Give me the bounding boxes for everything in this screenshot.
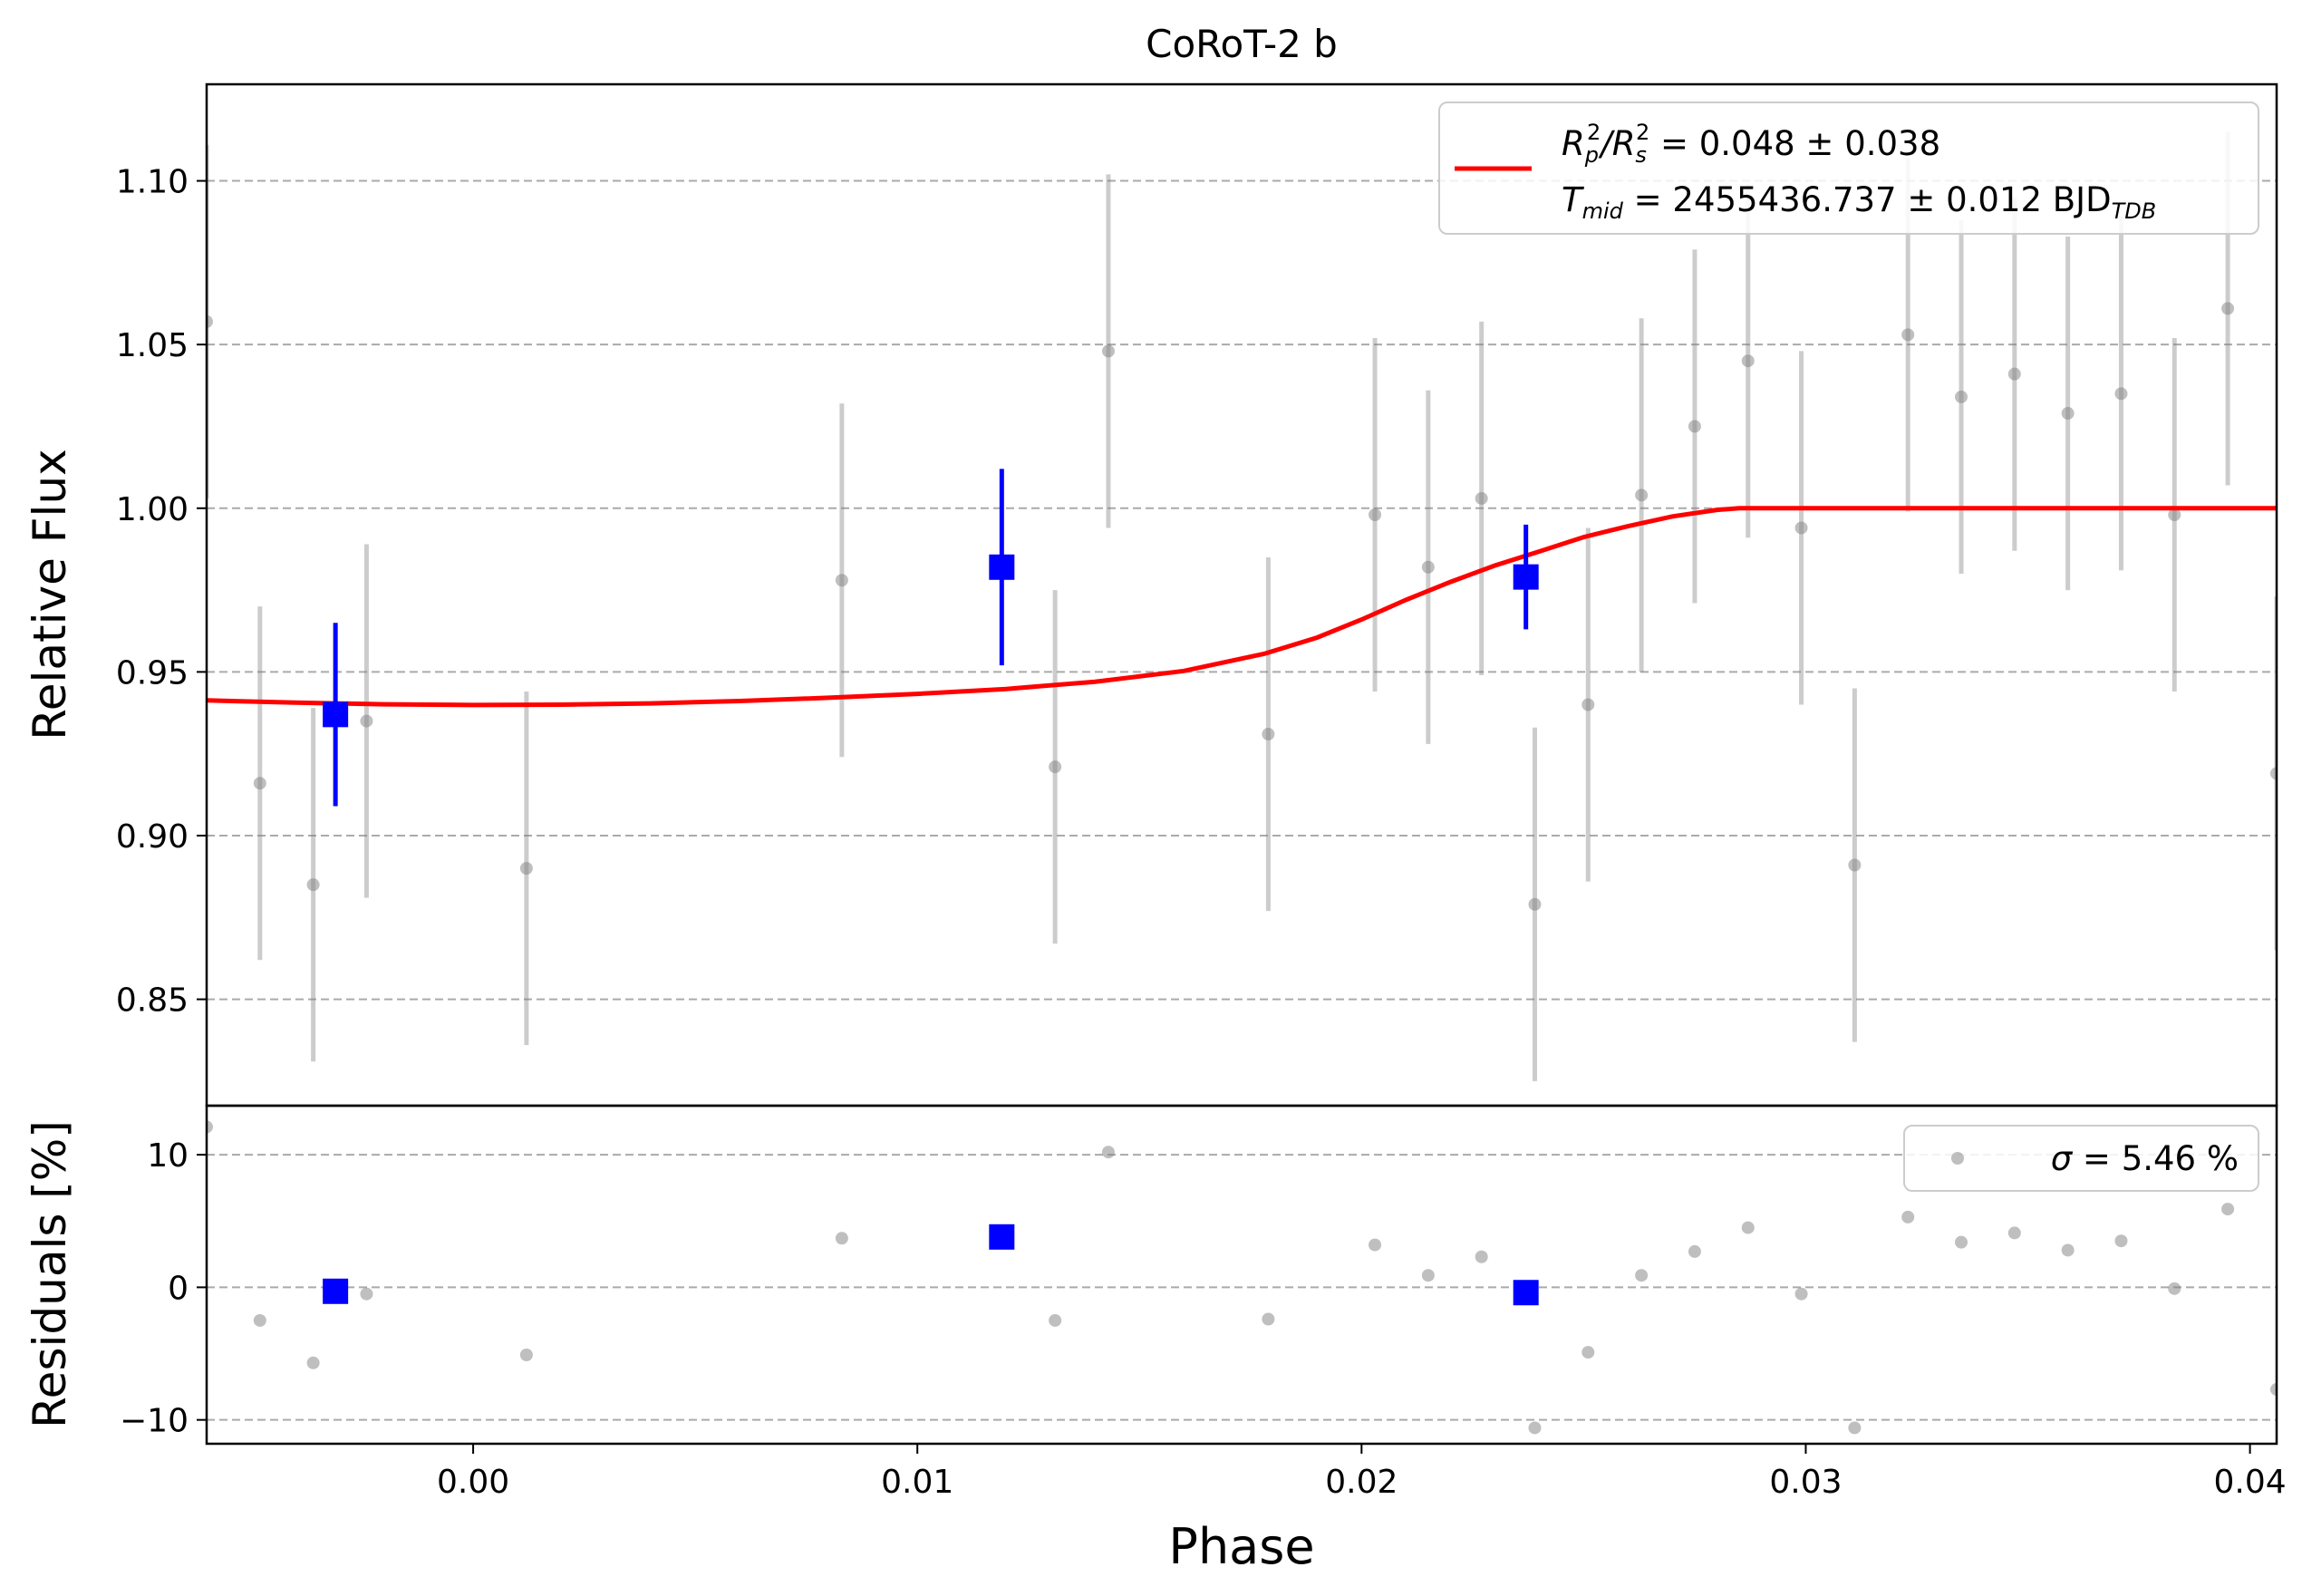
residual-point — [1955, 1235, 1968, 1249]
residual-point — [207, 1120, 213, 1134]
x-tick-label: 0.02 — [1325, 1464, 1398, 1501]
main-y-tick-label: 1.10 — [116, 164, 189, 201]
residual-y-ticks: −10 0 10 — [120, 1137, 207, 1440]
residual-point — [1688, 1244, 1701, 1258]
residual-point — [1101, 1146, 1115, 1159]
main-grid — [207, 179, 2277, 1001]
residual-point — [2270, 1383, 2277, 1397]
main-y-ticks: 0.85 0.90 0.95 1.00 1.05 1.10 — [116, 164, 207, 1020]
raw-point — [1741, 354, 1755, 368]
x-tick-label: 0.01 — [881, 1464, 953, 1501]
residual-binned-point — [1513, 1280, 1539, 1306]
residual-binned-point — [989, 1224, 1015, 1250]
residual-point — [1049, 1313, 1062, 1327]
residual-binned-points — [323, 1224, 1539, 1306]
residual-y-axis-label: Residuals [%] — [24, 1120, 76, 1428]
chart-title: CoRoT-2 b — [1146, 22, 1338, 66]
x-tick-label: 0.00 — [437, 1464, 509, 1501]
x-ticks: 0.00 0.01 0.02 0.03 0.04 — [437, 1444, 2287, 1501]
residual-point — [2221, 1203, 2235, 1216]
raw-point — [2270, 767, 2277, 780]
raw-point — [1688, 420, 1701, 433]
raw-point — [2007, 367, 2021, 381]
legend-line-2: Tmid = 2455436.737 ± 0.012 BJDTDB — [1562, 180, 2156, 224]
residual-point — [360, 1287, 373, 1301]
raw-point — [519, 862, 533, 875]
residual-point — [1262, 1312, 1275, 1326]
binned-point — [1513, 564, 1539, 590]
raw-point — [1794, 521, 1808, 535]
raw-point — [2061, 407, 2075, 421]
raw-point — [1369, 508, 1382, 522]
raw-point — [1635, 488, 1649, 502]
binned-point — [323, 701, 349, 728]
raw-point — [1262, 728, 1275, 741]
residual-point — [2061, 1243, 2075, 1257]
residual-point — [1581, 1346, 1595, 1359]
main-y-axis-label: Relative Flux — [24, 449, 76, 740]
residual-point — [306, 1356, 320, 1369]
residual-panel: −10 0 10 0.00 0.01 0.02 0.03 0.04 Residuals [%… — [24, 1104, 2287, 1575]
raw-point — [1528, 897, 1542, 911]
residual-point — [519, 1348, 533, 1361]
raw-point — [1901, 328, 1915, 342]
raw-point — [306, 878, 320, 892]
x-tick-label: 0.04 — [2214, 1464, 2287, 1501]
raw-point — [1848, 858, 1862, 872]
residual-raw-points — [207, 1120, 2277, 1435]
residual-point — [1475, 1250, 1488, 1263]
raw-point — [2114, 387, 2128, 401]
x-tick-label: 0.03 — [1769, 1464, 1842, 1501]
main-raw-points — [207, 131, 2277, 1081]
residual-point — [1901, 1210, 1915, 1224]
residual-axes-frame — [205, 1104, 2278, 1446]
residual-y-tick-label: 0 — [168, 1270, 189, 1307]
residual-point — [1848, 1421, 1862, 1435]
raw-point — [1101, 344, 1115, 358]
residual-grid — [207, 1154, 2277, 1421]
legend-residual-marker — [1951, 1152, 1964, 1165]
raw-point — [1475, 491, 1488, 505]
raw-point — [1421, 560, 1435, 574]
residual-point — [835, 1232, 848, 1245]
model-line — [207, 506, 2277, 708]
raw-point — [2168, 508, 2181, 522]
x-axis-label: Phase — [1168, 1518, 1314, 1575]
main-y-tick-label: 1.00 — [116, 491, 189, 528]
raw-point — [2221, 302, 2235, 315]
main-y-tick-label: 0.90 — [116, 818, 189, 856]
raw-point — [1581, 698, 1595, 711]
legend-sigma: σ = 5.46 % — [2051, 1139, 2239, 1178]
residual-point — [1421, 1269, 1435, 1282]
residual-y-tick-label: 10 — [147, 1137, 189, 1175]
binned-point — [989, 554, 1015, 580]
main-y-tick-label: 0.85 — [116, 982, 189, 1020]
raw-point — [207, 314, 213, 328]
raw-point — [1049, 760, 1062, 774]
residual-point — [2168, 1282, 2181, 1295]
residual-point — [1794, 1287, 1808, 1301]
residual-point — [2114, 1234, 2128, 1248]
legend-line-1: Rp2/Rs2 = 0.048 ± 0.038 — [1562, 120, 1940, 168]
residual-point — [1635, 1269, 1649, 1282]
residual-point — [1369, 1238, 1382, 1252]
residual-point — [2007, 1226, 2021, 1240]
main-y-tick-label: 1.05 — [116, 327, 189, 364]
raw-point — [1955, 390, 1968, 403]
main-y-tick-label: 0.95 — [116, 654, 189, 692]
residual-point — [1528, 1421, 1542, 1435]
residual-point — [1741, 1221, 1755, 1234]
raw-point — [835, 574, 848, 587]
raw-point — [253, 777, 266, 790]
main-panel: 0.85 0.90 0.95 1.00 1.05 1.10 Relative Flux R… — [24, 82, 2278, 1108]
residual-y-tick-label: −10 — [120, 1403, 189, 1440]
main-binned-points — [323, 469, 1539, 807]
residual-point — [253, 1313, 266, 1327]
raw-point — [360, 714, 373, 728]
residual-binned-point — [323, 1278, 349, 1304]
residual-legend: σ = 5.46 % — [1903, 1125, 2259, 1192]
main-legend: Rp2/Rs2 = 0.048 ± 0.038 Tmid = 2455436.7… — [1438, 102, 2259, 235]
